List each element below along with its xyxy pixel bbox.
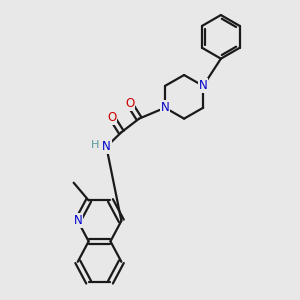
Text: N: N bbox=[160, 101, 169, 114]
Text: O: O bbox=[125, 97, 134, 110]
Text: N: N bbox=[74, 214, 82, 227]
Text: O: O bbox=[107, 111, 116, 124]
Text: H: H bbox=[91, 140, 99, 150]
Text: N: N bbox=[102, 140, 111, 153]
Text: N: N bbox=[199, 80, 208, 92]
